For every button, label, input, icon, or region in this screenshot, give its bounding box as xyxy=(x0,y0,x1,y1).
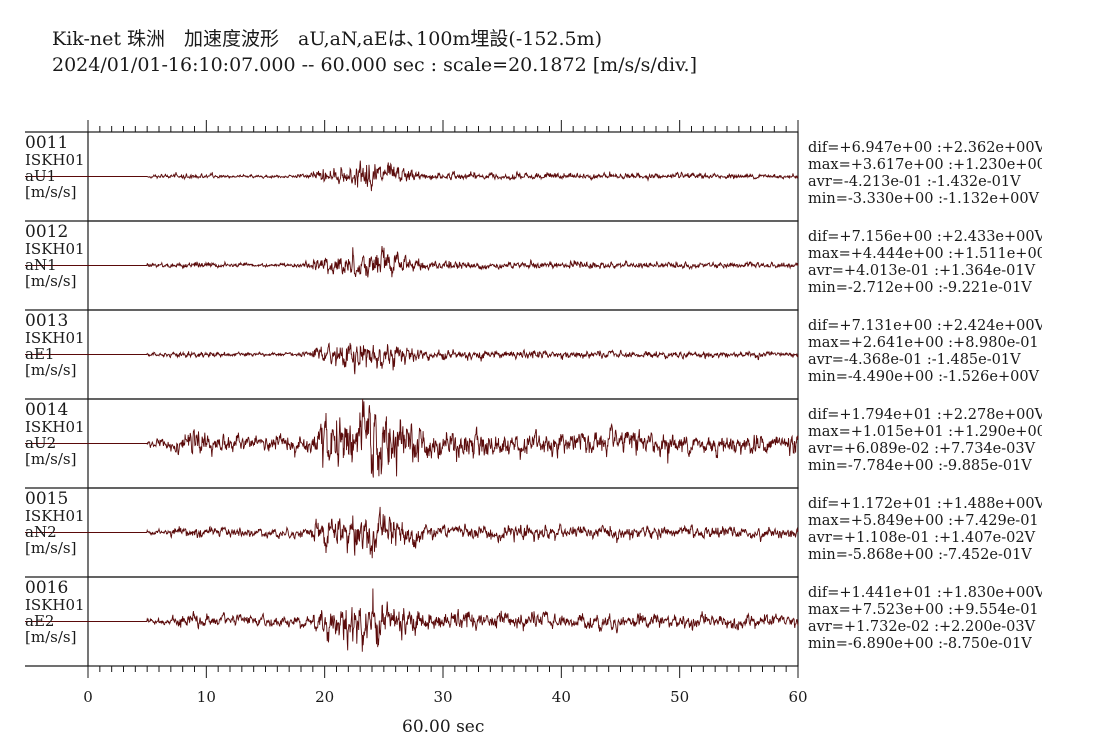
unit-label: [m/s/s] xyxy=(25,361,77,379)
stat-min: min=-5.868e+00 :-7.452e-01V xyxy=(808,547,1032,563)
channel-stats-block: dif=+7.131e+00 :+2.424e+00V max=+2.641e+0… xyxy=(808,318,1042,386)
channel-label: 0015 ISKH01 aN2 [m/s/s] xyxy=(25,490,85,556)
channel-stats-block: dif=+6.947e+00 :+2.362e+00V max=+3.617e+0… xyxy=(808,140,1042,208)
unit-label: [m/s/s] xyxy=(25,539,77,557)
stat-dif: dif=+7.156e+00 :+2.433e+00V xyxy=(808,229,1042,245)
channel-id: 0011 xyxy=(25,133,69,153)
stat-avr: avr=-4.213e-01 :-1.432e-01V xyxy=(808,174,1021,190)
unit-label: [m/s/s] xyxy=(25,183,77,201)
station-code: ISKH01 xyxy=(25,240,85,258)
station-code: ISKH01 xyxy=(25,151,85,169)
waveform-aE1 xyxy=(25,342,799,375)
channel-stats-block: dif=+7.156e+00 :+2.433e+00V max=+4.444e+0… xyxy=(808,229,1042,297)
channel-label: 0013 ISKH01 aE1 [m/s/s] xyxy=(25,312,85,378)
station-code: ISKH01 xyxy=(25,507,85,525)
waveform-aN2 xyxy=(25,506,799,559)
channel-stats-block: dif=+1.794e+01 :+2.278e+00V max=+1.015e+0… xyxy=(808,407,1042,475)
stat-min: min=-4.490e+00 :-1.526e+00V xyxy=(808,369,1040,385)
channel-id: 0012 xyxy=(25,222,69,242)
x-tick-label: 50 xyxy=(670,688,689,706)
stat-min: min=-7.784e+00 :-9.885e-01V xyxy=(808,458,1032,474)
waveform-aE2 xyxy=(25,588,799,652)
channel-label: 0011 ISKH01 aU1 [m/s/s] xyxy=(25,134,85,200)
x-tick-label: 60 xyxy=(788,688,807,706)
waveform-aN1 xyxy=(25,245,799,278)
channel-label: 0014 ISKH01 aU2 [m/s/s] xyxy=(25,401,85,467)
stat-dif: dif=+1.441e+01 :+1.830e+00V xyxy=(808,585,1042,601)
station-code: ISKH01 xyxy=(25,329,85,347)
component-name: aN1 xyxy=(25,256,57,274)
x-tick-label: 30 xyxy=(433,688,452,706)
component-name: aU1 xyxy=(25,167,57,185)
chart-subtitle: 2024/01/01-16:10:07.000 -- 60.000 sec : … xyxy=(52,54,697,76)
station-code: ISKH01 xyxy=(25,596,85,614)
unit-label: [m/s/s] xyxy=(25,272,77,290)
stat-max: max=+3.617e+00 :+1.230e+00 xyxy=(808,157,1042,173)
component-name: aE2 xyxy=(25,612,55,630)
stat-max: max=+7.523e+00 :+9.554e-01 xyxy=(808,602,1039,618)
channel-stats-block: dif=+1.172e+01 :+1.488e+00V max=+5.849e+0… xyxy=(808,496,1042,564)
x-tick-label: 10 xyxy=(197,688,216,706)
stat-min: min=-6.890e+00 :-8.750e-01V xyxy=(808,636,1032,652)
channel-label: 0012 ISKH01 aN1 [m/s/s] xyxy=(25,223,85,289)
channel-label: 0016 ISKH01 aE2 [m/s/s] xyxy=(25,579,85,645)
stat-max: max=+5.849e+00 :+7.429e-01 xyxy=(808,513,1039,529)
stat-avr: avr=+6.089e-02 :+7.734e-03V xyxy=(808,441,1036,457)
component-name: aN2 xyxy=(25,523,57,541)
stat-avr: avr=+1.108e-01 :+1.407e-02V xyxy=(808,530,1036,546)
unit-label: [m/s/s] xyxy=(25,450,77,468)
channel-id: 0015 xyxy=(25,489,69,509)
component-name: aE1 xyxy=(25,345,55,363)
x-tick-label: 40 xyxy=(552,688,571,706)
stat-dif: dif=+6.947e+00 :+2.362e+00V xyxy=(808,140,1042,156)
stat-dif: dif=+1.172e+01 :+1.488e+00V xyxy=(808,496,1042,512)
x-tick-label: 20 xyxy=(315,688,334,706)
chart-title: Kik-net 珠洲 加速度波形 aU,aN,aEは､100m埋設(-152.5… xyxy=(52,28,603,50)
stat-min: min=-3.330e+00 :-1.132e+00V xyxy=(808,191,1040,207)
unit-label: [m/s/s] xyxy=(25,628,77,646)
stat-avr: avr=+4.013e-01 :+1.364e-01V xyxy=(808,263,1036,279)
stat-avr: avr=+1.732e-02 :+2.200e-03V xyxy=(808,619,1036,635)
stat-min: min=-2.712e+00 :-9.221e-01V xyxy=(808,280,1032,296)
stat-max: max=+1.015e+01 :+1.290e+00 xyxy=(808,424,1042,440)
stat-dif: dif=+7.131e+00 :+2.424e+00V xyxy=(808,318,1042,334)
stat-avr: avr=-4.368e-01 :-1.485e-01V xyxy=(808,352,1021,368)
channel-id: 0016 xyxy=(25,578,69,598)
stat-dif: dif=+1.794e+01 :+2.278e+00V xyxy=(808,407,1042,423)
channel-id: 0014 xyxy=(25,400,69,420)
stat-max: max=+2.641e+00 :+8.980e-01 xyxy=(808,335,1039,351)
waveform-aU1 xyxy=(25,160,799,192)
x-tick-label: 0 xyxy=(83,688,93,706)
station-code: ISKH01 xyxy=(25,418,85,436)
channel-stats-block: dif=+1.441e+01 :+1.830e+00V max=+7.523e+0… xyxy=(808,585,1042,653)
stat-max: max=+4.444e+00 :+1.511e+00 xyxy=(808,246,1042,262)
waveform-aU2 xyxy=(25,398,799,478)
channel-id: 0013 xyxy=(25,311,69,331)
x-axis-label: 60.00 sec xyxy=(402,717,485,737)
component-name: aU2 xyxy=(25,434,57,452)
